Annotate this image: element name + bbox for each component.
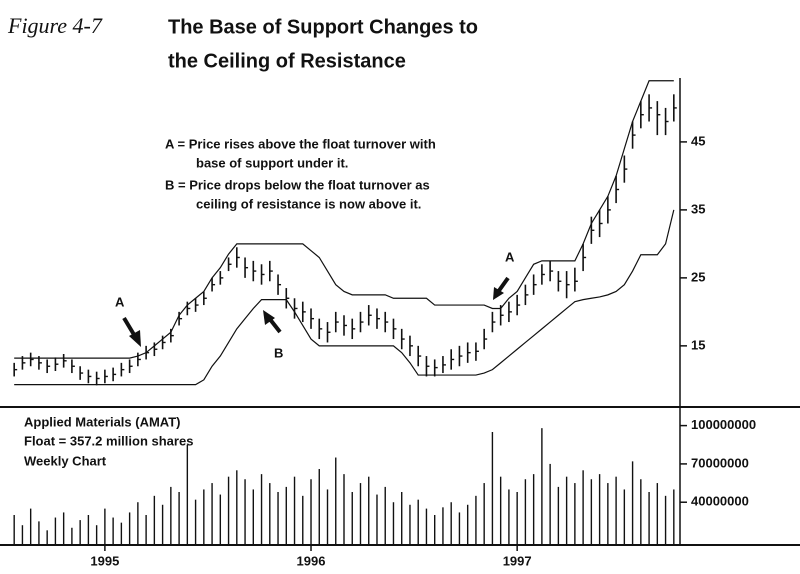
y2-tick-label: 40000000 bbox=[691, 494, 749, 509]
y2-tick-label: 100000000 bbox=[691, 417, 756, 432]
x-tick-label: 1995 bbox=[90, 553, 119, 568]
ceiling-line bbox=[14, 80, 674, 359]
arrow-head bbox=[263, 310, 275, 325]
note: A = Price rises above the float turnover… bbox=[165, 136, 436, 151]
y-tick-label: 45 bbox=[691, 133, 705, 148]
annotation: B bbox=[274, 345, 283, 360]
note: ceiling of resistance is now above it. bbox=[196, 196, 421, 211]
x-tick-label: 1997 bbox=[503, 553, 532, 568]
x-tick-label: 1996 bbox=[297, 553, 326, 568]
note: B = Price drops below the float turnover… bbox=[165, 177, 430, 192]
arrow-head bbox=[493, 287, 504, 300]
arrow bbox=[496, 276, 510, 294]
note: base of support under it. bbox=[196, 155, 348, 170]
arrows bbox=[122, 276, 510, 347]
y2-tick-label: 70000000 bbox=[691, 455, 749, 470]
arrow-head bbox=[129, 330, 141, 347]
annotation: A bbox=[115, 294, 125, 309]
figure-label: Figure 4-7 bbox=[7, 13, 103, 38]
volume-note: Weekly Chart bbox=[24, 453, 107, 468]
base-line bbox=[14, 209, 675, 386]
y-tick-label: 35 bbox=[691, 201, 705, 216]
volume-note: Applied Materials (AMAT) bbox=[24, 414, 181, 429]
volume-note: Float = 357.2 million shares bbox=[24, 433, 193, 448]
annotation: A bbox=[505, 249, 515, 264]
y-tick-label: 15 bbox=[691, 337, 705, 352]
chart-title: The Base of Support Changes to bbox=[168, 16, 478, 38]
chart-title: the Ceiling of Resistance bbox=[168, 50, 406, 72]
y-tick-label: 25 bbox=[691, 269, 705, 284]
